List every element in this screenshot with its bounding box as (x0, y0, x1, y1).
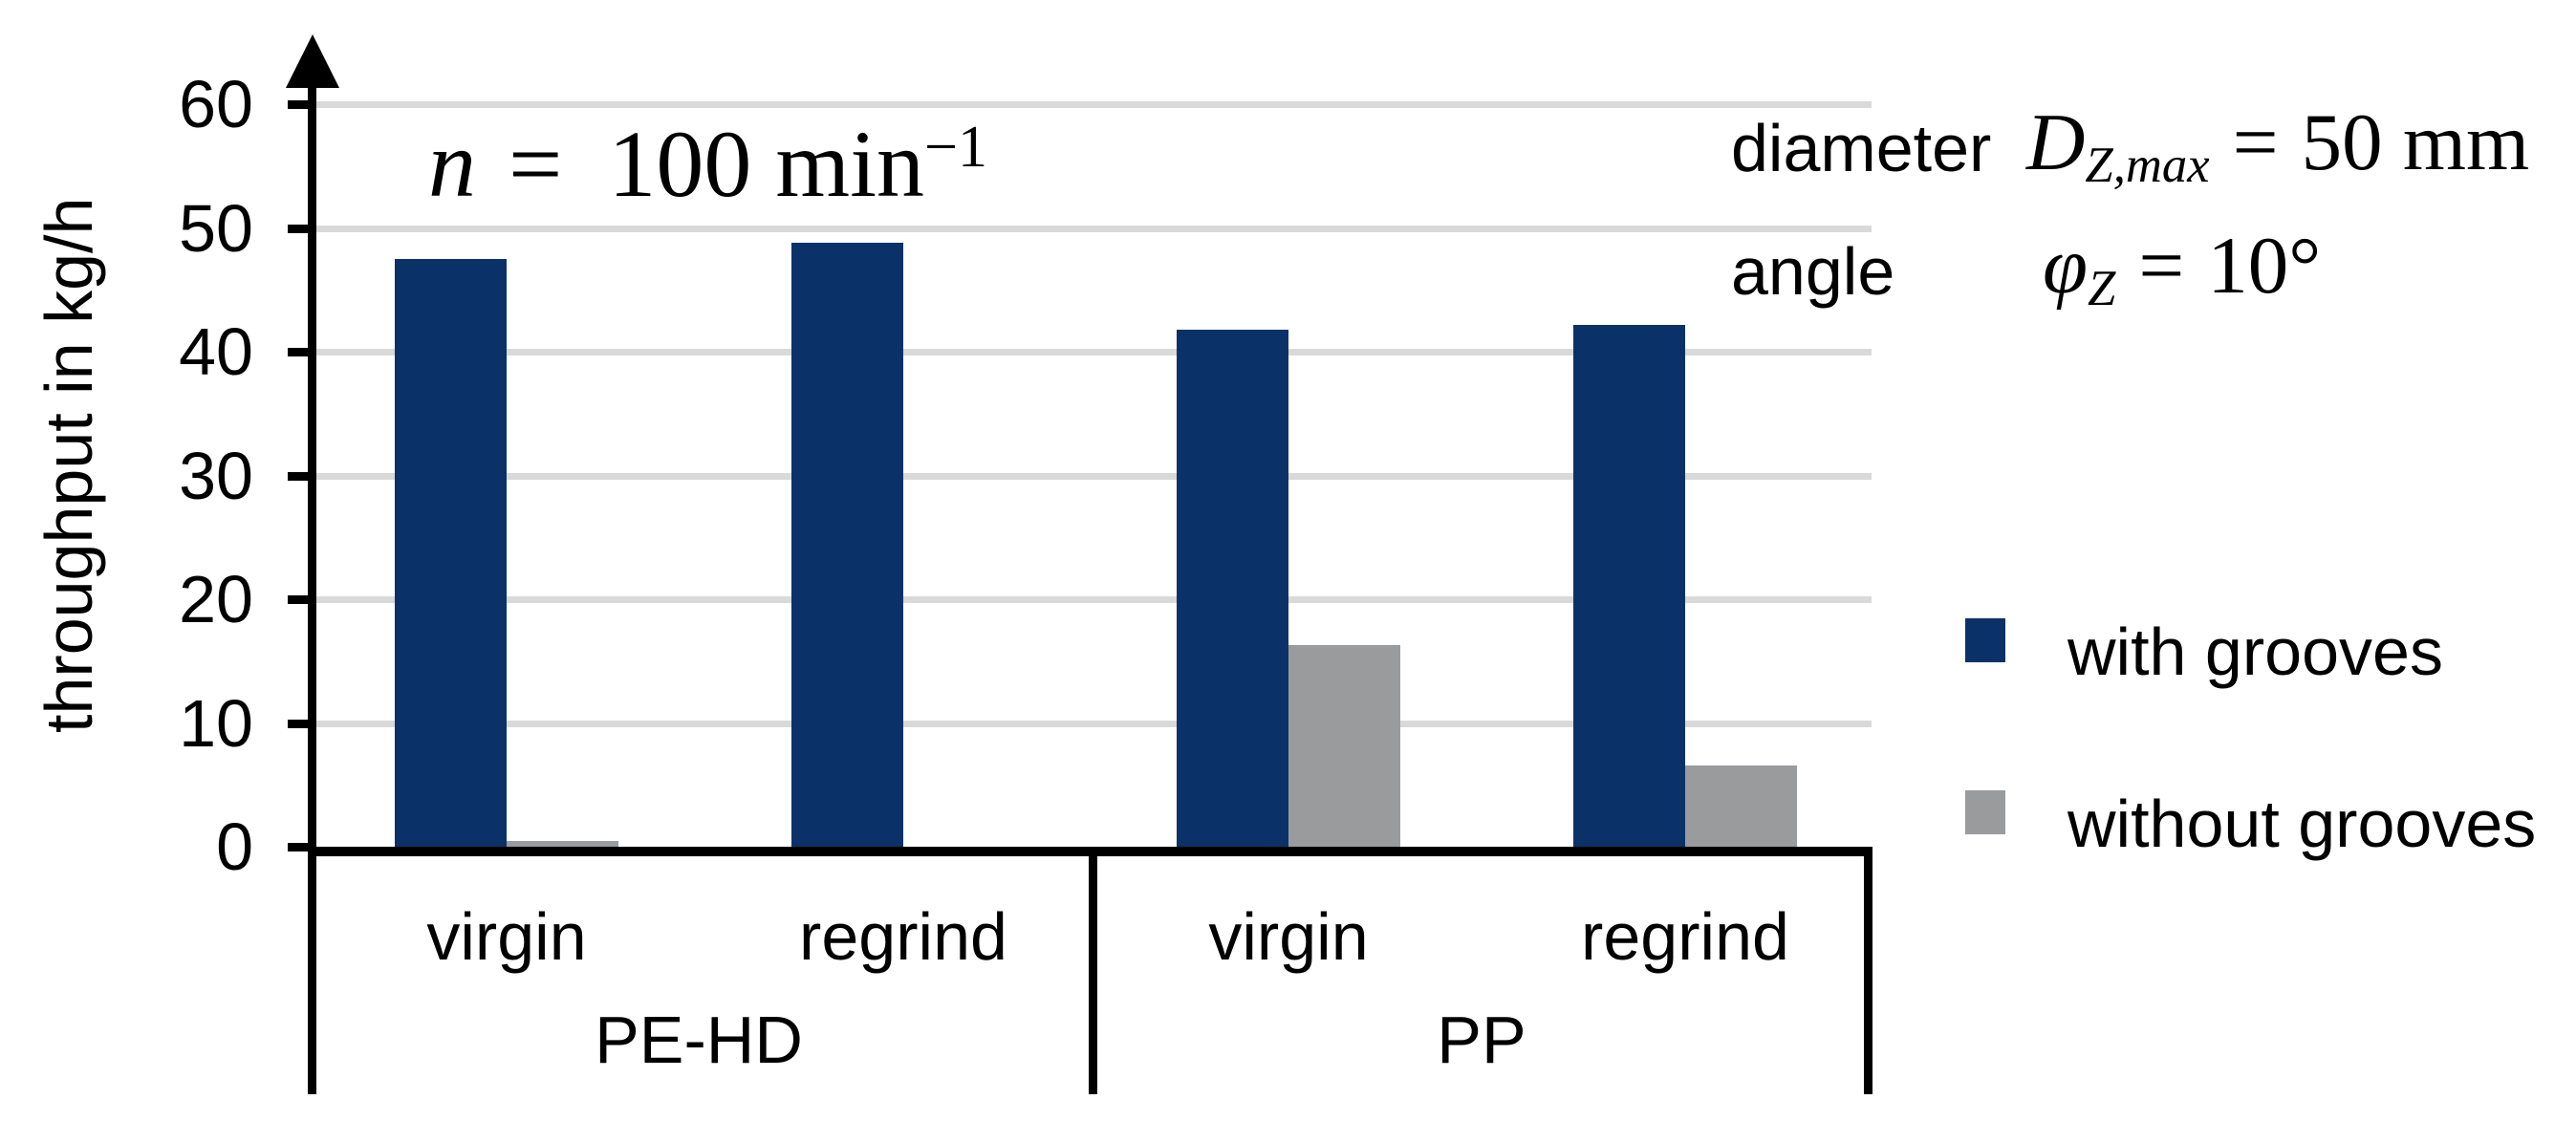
y-tick-label-0: 0 (216, 809, 253, 884)
y-tick-label-30: 30 (179, 439, 253, 513)
diameter-formula: DZ,max = 50 mm (2026, 101, 2529, 194)
y-tick-40 (288, 348, 309, 356)
gridline-10 (316, 721, 1872, 727)
gridline-50 (316, 226, 1872, 232)
y-tick-label-60: 60 (179, 67, 253, 141)
legend-swatch-with-grooves (1965, 618, 2005, 662)
table-border-right (1864, 847, 1872, 1094)
annotation-n-symbol: n (428, 111, 476, 217)
table-border-divider (1089, 847, 1097, 1094)
annotation-n-exponent: −1 (923, 115, 987, 180)
diameter-subscript: Z,max (2085, 137, 2210, 193)
table-border-left (308, 847, 316, 1094)
gridline-30 (316, 473, 1872, 480)
angle-label: angle (1731, 234, 1895, 309)
diameter-label: diameter (1731, 111, 1992, 185)
annotation-n-unit: min (775, 111, 924, 217)
angle-formula: φZ = 10° (2043, 225, 2321, 317)
bar-pp-regrind-without-grooves (1685, 765, 1797, 847)
angle-subscript: Z (2088, 260, 2116, 316)
bar-pp-virgin-without-grooves (1288, 645, 1400, 847)
gridline-60 (316, 101, 1872, 108)
bar-pe-hd-regrind-with-grooves (791, 243, 903, 847)
y-tick-50 (288, 225, 309, 233)
y-tick-0 (288, 843, 309, 852)
y-tick-label-10: 10 (179, 686, 253, 761)
angle-equals: = (2138, 221, 2185, 311)
legend-label-with-grooves: with grooves (2067, 614, 2443, 689)
y-tick-label-40: 40 (179, 314, 253, 389)
gridline-20 (316, 596, 1872, 603)
y-tick-30 (288, 472, 309, 481)
bar-pp-virgin-with-grooves (1177, 330, 1288, 847)
category-label-virgin-1: virgin (1208, 899, 1369, 974)
y-tick-20 (288, 595, 309, 604)
legend-label-without-grooves: without grooves (2067, 787, 2537, 861)
annotation-screw-speed: n = 100 min−1 (428, 115, 987, 225)
y-tick-label-50: 50 (179, 191, 253, 266)
category-label-regrind-0: regrind (799, 899, 1007, 974)
y-tick-label-20: 20 (179, 562, 253, 636)
y-axis-arrow-icon (286, 34, 339, 88)
bar-pe-hd-virgin-with-grooves (395, 259, 507, 847)
group-label-pp: PP (1437, 1002, 1526, 1077)
diameter-equals: = (2232, 97, 2279, 187)
gridline-40 (316, 349, 1872, 356)
bar-pp-regrind-with-grooves (1573, 325, 1685, 847)
y-axis-line (308, 55, 316, 856)
angle-value: 10° (2207, 221, 2322, 311)
bar-pe-hd-virgin-without-grooves (507, 841, 618, 847)
legend-swatch-without-grooves (1965, 790, 2005, 834)
category-label-virgin-0: virgin (426, 899, 587, 974)
angle-symbol: φ (2043, 221, 2089, 311)
y-tick-60 (288, 100, 309, 109)
category-label-regrind-1: regrind (1581, 899, 1789, 974)
annotation-n-value: 100 (608, 111, 752, 217)
group-label-pe-hd: PE-HD (595, 1002, 803, 1077)
diameter-value: 50 mm (2301, 97, 2530, 187)
diameter-symbol: D (2026, 97, 2086, 187)
annotation-n-equals: = (509, 111, 563, 217)
y-tick-10 (288, 720, 309, 728)
